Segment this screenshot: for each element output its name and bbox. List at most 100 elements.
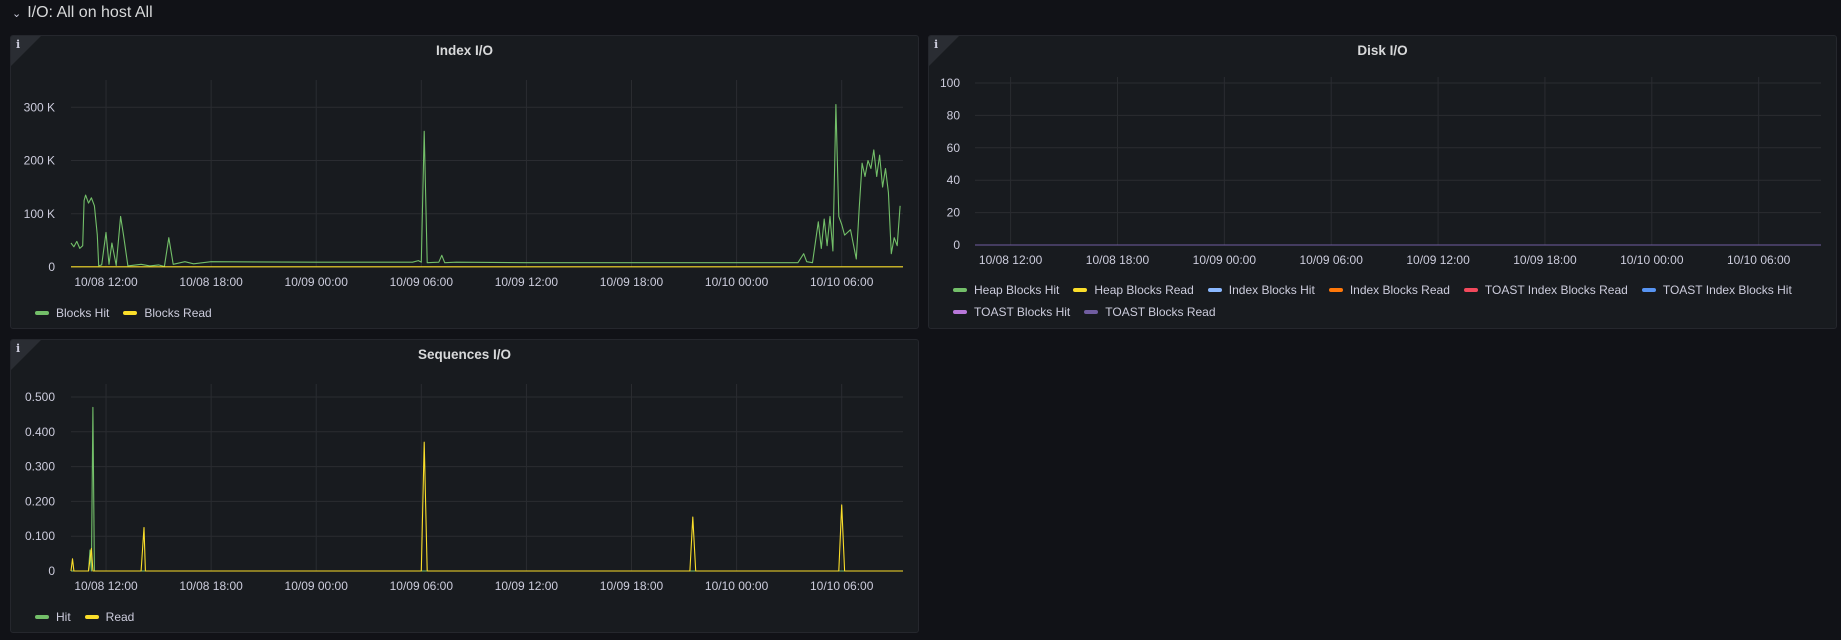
legend-swatch [953,310,967,314]
x-tick-label: 10/10 06:00 [1727,253,1791,267]
x-tick-label: 10/09 12:00 [495,579,559,593]
legend-item[interactable]: TOAST Blocks Read [1084,303,1216,321]
y-tick-label: 100 [940,76,960,90]
x-tick-label: 10/09 18:00 [600,579,664,593]
legend-item[interactable]: Index Blocks Hit [1207,281,1315,299]
x-tick-label: 10/09 12:00 [495,275,559,289]
info-icon[interactable]: i [934,38,939,51]
legend-label: Heap Blocks Hit [974,283,1060,297]
legend-swatch [1328,288,1343,292]
legend-item[interactable]: Blocks Hit [35,304,109,322]
panel-title[interactable]: Disk I/O [1357,43,1408,58]
legend-swatch [35,311,49,315]
y-tick-label: 0 [953,238,960,252]
legend-item[interactable]: Index Blocks Read [1328,281,1450,299]
x-tick-label: 10/09 18:00 [600,275,664,289]
x-tick-label: 10/09 00:00 [285,275,349,289]
legend-label: Read [105,610,135,624]
grid [71,80,903,268]
x-tick-label: 10/08 18:00 [179,579,243,593]
x-tick-label: 10/09 00:00 [285,579,349,593]
legend-label: Blocks Hit [56,306,110,320]
legend-swatch [1641,288,1656,292]
y-tick-label: 60 [947,141,961,155]
legend-swatch [123,311,138,315]
legend-item[interactable]: Heap Blocks Hit [953,281,1059,299]
x-tick-label: 10/10 06:00 [810,579,874,593]
legend-item[interactable]: Blocks Read [123,304,212,322]
legend-swatch [84,615,99,619]
y-tick-label: 0.200 [25,494,55,508]
legend-swatch [1073,288,1088,292]
legend-label: Index Blocks Hit [1228,283,1315,297]
x-tick-label: 10/08 12:00 [979,253,1043,267]
legend-swatch [1207,288,1222,292]
x-tick-label: 10/09 06:00 [390,275,454,289]
legend-item[interactable]: TOAST Index Blocks Hit [1641,281,1792,299]
legend-label: Heap Blocks Read [1094,283,1194,297]
panel-title[interactable]: Sequences I/O [417,347,512,362]
y-tick-label: 0.100 [25,529,55,543]
legend-swatch [1084,310,1099,314]
legend-label: Blocks Read [144,306,212,320]
legend-item[interactable]: Heap Blocks Read [1073,281,1194,299]
x-tick-label: 10/10 00:00 [705,275,769,289]
panel-index-io[interactable]: i Index I/O 0 100 K 200 K 300 K 10/08 12:00 1… [10,35,919,329]
x-tick-label: 10/10 06:00 [810,275,874,289]
legend-label: Index Blocks Read [1349,283,1450,297]
panel-corner [929,36,959,66]
y-tick-label: 80 [947,108,961,122]
x-tick-label: 10/10 00:00 [705,579,769,593]
x-tick-label: 10/10 00:00 [1620,253,1684,267]
y-tick-label: 40 [947,173,961,187]
row-header[interactable]: ⌄ I/O: All on host All [12,2,153,24]
y-tick-label: 20 [947,206,961,220]
panel-disk-io[interactable]: i Disk I/O 0 20 40 60 80 100 10/08 12:00 10/08 … [928,35,1837,329]
legend-item[interactable]: Read [84,608,135,626]
series-line-blocks-hit [70,104,901,268]
legend: Hit Read [35,608,895,626]
panel-corner [11,36,41,66]
grid [71,384,903,572]
y-tick-label: 0 [48,564,55,578]
y-tick-label: 0 [48,260,55,274]
x-tick-label: 10/09 00:00 [1193,253,1257,267]
legend-item[interactable]: TOAST Blocks Hit [953,303,1070,321]
disk-io-chart[interactable]: 0 20 40 60 80 100 10/08 12:00 10/08 18:00 10/09 … [929,36,1837,329]
legend: Heap Blocks Hit Heap Blocks Read Index Blo… [953,281,1823,321]
y-tick-label: 200 K [24,154,55,168]
legend-swatch [1463,288,1478,292]
row-title: I/O: All on host All [27,4,153,21]
legend-label: TOAST Index Blocks Read [1484,283,1628,297]
x-tick-label: 10/08 18:00 [179,275,243,289]
legend-swatch [35,615,49,619]
info-icon[interactable]: i [16,38,21,51]
legend-item[interactable]: Hit [35,608,71,626]
y-tick-label: 0.500 [25,390,55,404]
panel-title[interactable]: Index I/O [435,43,493,58]
y-tick-label: 0.400 [25,425,55,439]
legend-swatch [953,288,967,292]
legend-label: TOAST Blocks Hit [974,305,1071,319]
info-icon[interactable]: i [16,342,21,355]
chevron-down-icon[interactable]: ⌄ [12,7,22,20]
x-tick-label: 10/08 18:00 [1086,253,1150,267]
x-tick-label: 10/09 18:00 [1513,253,1577,267]
x-tick-label: 10/08 12:00 [74,275,138,289]
y-tick-label: 100 K [24,207,55,221]
series-line-read [70,441,903,572]
x-tick-label: 10/09 06:00 [390,579,454,593]
legend-label: TOAST Blocks Read [1105,305,1216,319]
x-tick-label: 10/08 12:00 [74,579,138,593]
legend-label: Hit [56,610,71,624]
panel-sequences-io[interactable]: i Sequences I/O 0 0.100 0.200 0.300 0.400 0.5… [10,339,919,633]
panel-corner [11,340,41,370]
legend-item[interactable]: TOAST Index Blocks Read [1463,281,1628,299]
sequences-io-chart[interactable]: 0 0.100 0.200 0.300 0.400 0.500 10/08 12:00 10/… [11,340,919,633]
x-tick-label: 10/09 06:00 [1300,253,1364,267]
x-tick-label: 10/09 12:00 [1406,253,1470,267]
legend-label: TOAST Index Blocks Hit [1662,283,1792,297]
y-tick-label: 0.300 [25,460,55,474]
index-io-chart[interactable]: 0 100 K 200 K 300 K 10/08 12:00 10/08 18:00 10… [11,36,919,329]
y-tick-label: 300 K [24,100,55,114]
